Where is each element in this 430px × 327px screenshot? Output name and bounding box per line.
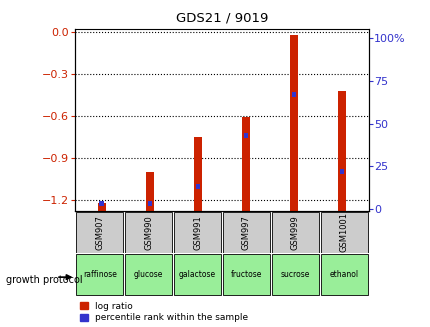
FancyBboxPatch shape [320, 212, 367, 252]
Text: GSM990: GSM990 [144, 215, 153, 250]
Bar [337, 91, 346, 211]
FancyBboxPatch shape [76, 212, 123, 252]
FancyBboxPatch shape [125, 212, 172, 252]
Bar [99, 201, 104, 206]
FancyBboxPatch shape [271, 212, 318, 252]
Bar [195, 184, 200, 189]
Bar [97, 202, 106, 211]
Bar [241, 117, 250, 211]
FancyBboxPatch shape [125, 254, 172, 295]
Bar [291, 92, 296, 97]
Text: GSM999: GSM999 [290, 215, 299, 250]
Bar [145, 172, 154, 211]
Text: galactose: galactose [178, 270, 215, 279]
Text: GSM1001: GSM1001 [339, 212, 348, 252]
FancyBboxPatch shape [174, 212, 221, 252]
FancyBboxPatch shape [222, 212, 269, 252]
FancyBboxPatch shape [222, 254, 269, 295]
Bar [289, 35, 298, 211]
FancyBboxPatch shape [271, 254, 318, 295]
Bar [243, 133, 248, 138]
Legend: log ratio, percentile rank within the sample: log ratio, percentile rank within the sa… [80, 302, 248, 322]
Bar [147, 201, 152, 206]
Bar [339, 169, 344, 174]
Text: fructose: fructose [230, 270, 261, 279]
Text: ethanol: ethanol [329, 270, 358, 279]
Text: GSM907: GSM907 [95, 215, 104, 250]
Text: GSM997: GSM997 [241, 215, 250, 250]
Text: sucrose: sucrose [280, 270, 309, 279]
Text: growth protocol: growth protocol [6, 275, 82, 284]
FancyBboxPatch shape [76, 254, 123, 295]
FancyBboxPatch shape [174, 254, 221, 295]
Bar [193, 137, 202, 211]
Text: raffinose: raffinose [83, 270, 117, 279]
Text: GDS21 / 9019: GDS21 / 9019 [175, 11, 267, 25]
FancyBboxPatch shape [320, 254, 367, 295]
Text: GSM991: GSM991 [193, 215, 202, 250]
Text: glucose: glucose [134, 270, 163, 279]
